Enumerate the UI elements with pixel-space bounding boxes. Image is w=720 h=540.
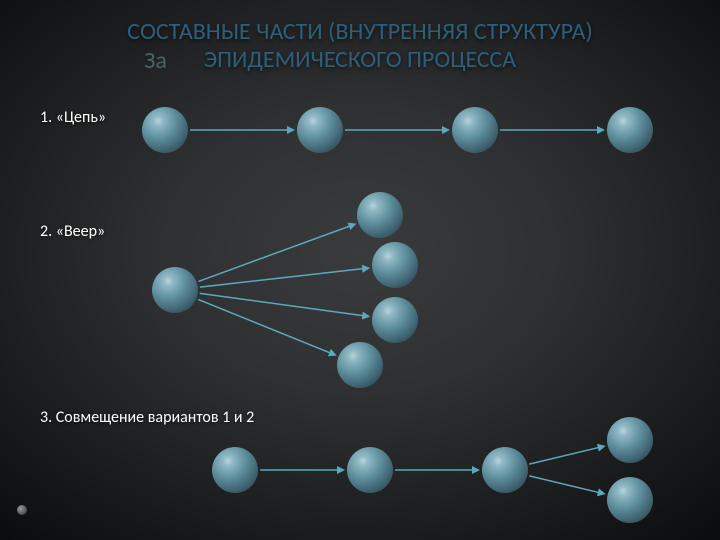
combo-arrowhead <box>597 488 606 496</box>
fan-arrowhead <box>362 265 370 273</box>
title-line1: СОСТАВНЫЕ ЧАСТИ (ВНУТРЕННЯЯ СТРУКТУРА) <box>0 18 720 46</box>
chain-arrowhead <box>442 126 450 134</box>
label-fan: 2. «Веер» <box>40 222 105 241</box>
label-combo: 3. Совмещение вариантов 1 и 2 <box>40 408 254 427</box>
combo-node <box>607 417 653 463</box>
fan-node <box>152 267 198 313</box>
combo-arrow <box>529 476 601 493</box>
combo-arrowhead <box>472 466 480 474</box>
chain-node <box>452 107 498 153</box>
slide-title: СОСТАВНЫЕ ЧАСТИ (ВНУТРЕННЯЯ СТРУКТУРА) Э… <box>0 18 720 73</box>
chain-node <box>297 107 343 153</box>
title-line2: ЭПИДЕМИЧЕСКОГО ПРОЦЕССА <box>0 46 720 74</box>
combo-arrowhead <box>597 444 606 452</box>
combo-node <box>347 447 393 493</box>
chain-node <box>142 107 188 153</box>
fan-node <box>372 297 418 343</box>
fan-arrow <box>200 293 366 316</box>
fan-arrowhead <box>362 312 370 320</box>
combo-node <box>482 447 528 493</box>
label-chain: 1. «Цепь» <box>40 108 106 127</box>
bullet-icon <box>17 505 27 515</box>
chain-node <box>607 107 653 153</box>
combo-node <box>607 477 653 523</box>
combo-node <box>212 447 258 493</box>
fan-arrow <box>198 299 332 353</box>
fan-node <box>372 242 418 288</box>
chain-arrowhead <box>287 126 295 134</box>
fan-node <box>337 342 383 388</box>
fan-node <box>357 192 403 238</box>
combo-arrowhead <box>337 466 345 474</box>
diagram-canvas <box>0 0 720 540</box>
combo-arrow <box>529 447 601 464</box>
chain-arrowhead <box>597 126 605 134</box>
